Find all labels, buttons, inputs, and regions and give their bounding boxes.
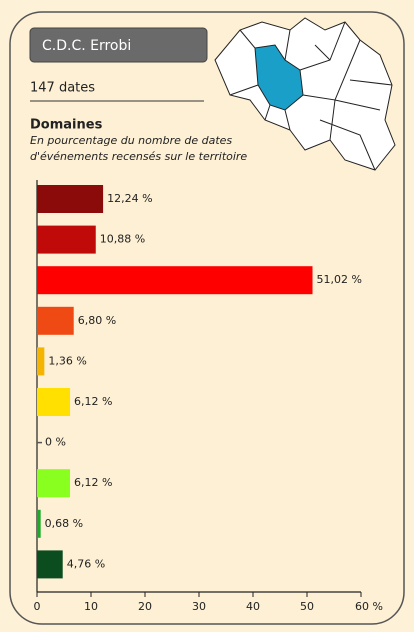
x-tick-label: 60 % [355, 600, 383, 613]
value-label: 6,12 % [74, 395, 112, 408]
bar [37, 347, 45, 376]
value-label: 0,68 % [45, 517, 83, 530]
bar [37, 185, 104, 213]
subtitle: d'événements recensés sur le territoire [30, 150, 247, 163]
x-tick-label: 50 [300, 600, 314, 613]
value-label: 10,88 % [100, 233, 145, 246]
x-tick-label: 30 [192, 600, 206, 613]
value-label: 6,12 % [74, 476, 112, 489]
subtitle: En pourcentage du nombre de dates [30, 134, 232, 147]
map [214, 17, 396, 171]
x-tick-label: 40 [246, 600, 260, 613]
bar [37, 509, 41, 538]
value-label: 12,24 % [107, 192, 152, 205]
header-box [29, 27, 208, 63]
bar [37, 550, 63, 579]
value-label: 0 % [45, 436, 66, 449]
bar [37, 388, 71, 416]
value-label: 51,02 % [317, 273, 362, 286]
territory: C.D.C. Errobi [42, 38, 131, 54]
x-tick-label: 10 [84, 600, 98, 613]
value-label: 4,76 % [67, 557, 105, 570]
bar [37, 469, 71, 498]
value-label: 6,80 % [78, 314, 116, 327]
x-tick-label: 20 [138, 600, 152, 613]
bar [37, 306, 74, 335]
bar [37, 266, 313, 295]
x-tick-label: 0 [34, 600, 41, 613]
bar [37, 225, 96, 254]
chart-title: Domaines [30, 118, 103, 133]
card [9, 11, 405, 625]
count: 147 dates [30, 81, 95, 96]
value-label: 1,36 % [48, 354, 86, 367]
